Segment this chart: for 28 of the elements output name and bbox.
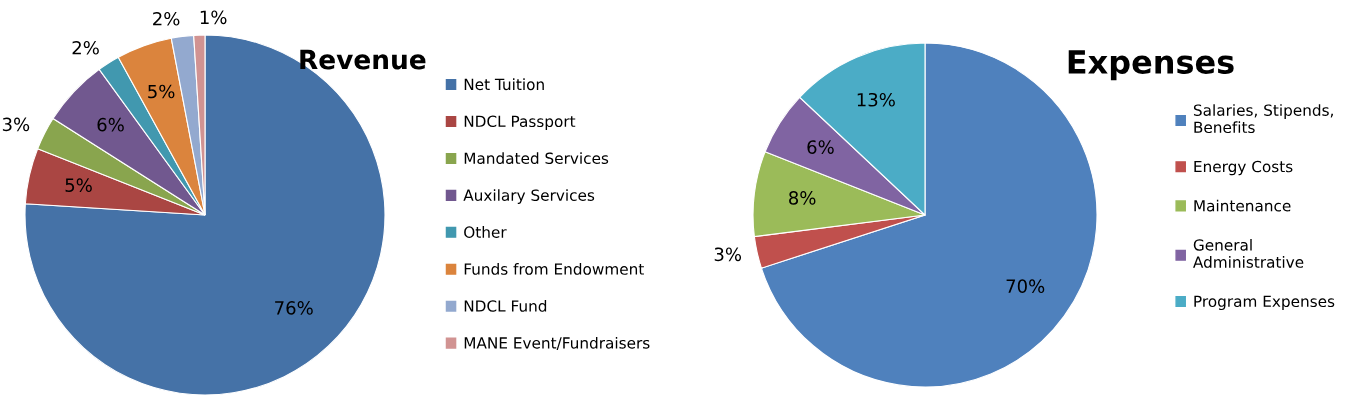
data-label: 76% [275, 301, 313, 315]
legend-label: Other [464, 226, 507, 238]
data-label: 5% [148, 84, 175, 99]
legend-label: NDCL Passport [464, 115, 576, 131]
chart-title: Expenses [1068, 50, 1234, 81]
data-label: 2% [72, 40, 99, 55]
legend-label: Maintenance [1194, 199, 1291, 212]
data-label: 3% [714, 247, 742, 262]
data-label: 6% [807, 140, 834, 154]
legend-label: Funds from Endowment [464, 263, 644, 275]
data-label: 1% [200, 10, 227, 25]
data-label: 6% [97, 117, 124, 132]
data-label: 13% [857, 92, 895, 107]
legend-label: Program Expenses [1194, 295, 1335, 311]
text: Revenue [300, 49, 426, 70]
legend-label: Auxilary Services [463, 189, 595, 204]
data-label: 5% [65, 178, 92, 192]
legend-label: Mandated Services [464, 152, 609, 165]
legend-label: General Administrative [1193, 238, 1304, 268]
legend-label: Energy Costs [1194, 160, 1293, 176]
data-label: 8% [789, 191, 816, 205]
data-label: 2% [153, 11, 180, 26]
legend-label: MANE Event/Fundraisers [464, 336, 650, 350]
legend-label: Net Tuition [464, 78, 544, 91]
data-label: 70% [1006, 279, 1045, 294]
data-label: 3% [2, 117, 30, 132]
legend-label: NDCL Fund [464, 299, 547, 312]
legend-label: Salaries, Stipends, Benefits [1193, 104, 1333, 134]
